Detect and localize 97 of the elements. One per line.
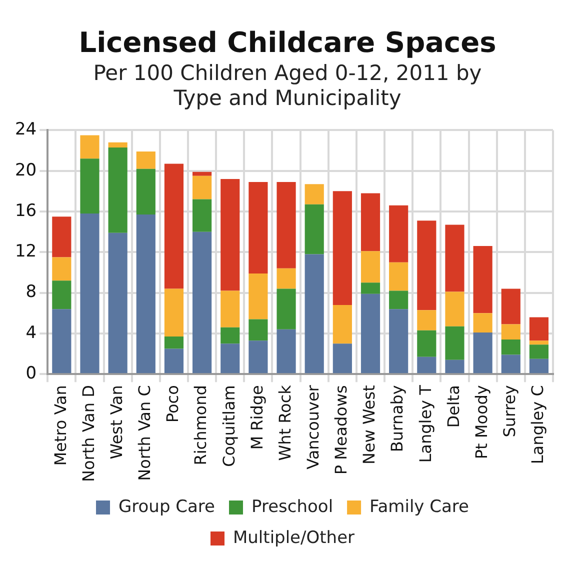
bar bbox=[108, 148, 128, 234]
bar bbox=[108, 233, 128, 374]
bar bbox=[276, 330, 296, 374]
bar bbox=[164, 164, 184, 290]
bar bbox=[501, 324, 520, 340]
bar bbox=[52, 280, 72, 310]
bar bbox=[192, 200, 212, 232]
bar bbox=[529, 340, 549, 346]
bar bbox=[52, 258, 72, 281]
bar bbox=[417, 310, 436, 331]
bar bbox=[332, 192, 352, 306]
bar bbox=[360, 294, 380, 374]
x-tick-label: North Van C bbox=[135, 385, 154, 482]
bar bbox=[529, 318, 549, 341]
x-tick-label: Wht Rock bbox=[275, 384, 294, 462]
bar bbox=[473, 246, 492, 314]
bar bbox=[501, 340, 520, 356]
y-tick-label: 24 bbox=[14, 120, 37, 140]
bar bbox=[52, 309, 72, 374]
bar bbox=[276, 182, 296, 269]
bar bbox=[108, 142, 128, 148]
bar bbox=[248, 320, 268, 341]
x-tick-label: West Van bbox=[106, 385, 126, 460]
bar bbox=[389, 206, 408, 263]
bar bbox=[220, 344, 240, 374]
bar bbox=[501, 355, 520, 374]
x-tick-label: Vancouver bbox=[304, 385, 323, 470]
bar bbox=[389, 309, 408, 374]
bar bbox=[389, 291, 408, 310]
bar bbox=[220, 291, 240, 328]
x-tick-label: Langley T bbox=[416, 385, 435, 464]
y-tick-label: 4 bbox=[26, 323, 37, 344]
x-tick-label: M Ridge bbox=[247, 385, 266, 450]
x-tick-label: Surrey bbox=[500, 385, 520, 438]
bar bbox=[389, 262, 408, 292]
bar bbox=[445, 326, 464, 360]
bar bbox=[80, 214, 100, 374]
x-tick-label: New West bbox=[360, 385, 379, 465]
legend-label: Family Care bbox=[370, 497, 470, 518]
bar bbox=[248, 274, 268, 320]
bar bbox=[80, 136, 100, 160]
legend-label: Preschool bbox=[252, 497, 334, 518]
bar bbox=[80, 159, 100, 214]
x-tick-label: Coquitlam bbox=[219, 385, 238, 468]
bar bbox=[136, 214, 156, 374]
y-tick-label: 12 bbox=[14, 242, 37, 262]
bar bbox=[417, 330, 436, 358]
y-tick-label: 16 bbox=[14, 201, 37, 222]
x-tick-label: P Meadows bbox=[332, 385, 351, 476]
bar bbox=[332, 344, 352, 374]
bar bbox=[248, 340, 268, 374]
bar bbox=[164, 289, 184, 337]
bar bbox=[473, 314, 492, 333]
chart-subtitle: Per 100 Children Aged 0-12, 2011 by Type and Municipality bbox=[92, 61, 483, 112]
bar bbox=[192, 232, 212, 374]
x-tick-label: Pt Moody bbox=[472, 385, 491, 460]
x-tick-label: Poco bbox=[163, 385, 182, 423]
bar bbox=[529, 345, 549, 360]
bar bbox=[304, 254, 324, 374]
bar bbox=[445, 292, 464, 327]
x-tick-label: Metro Van bbox=[50, 385, 70, 466]
legend-label: Group Care bbox=[118, 497, 216, 518]
bar bbox=[360, 252, 380, 284]
bar bbox=[248, 182, 268, 274]
bar bbox=[417, 221, 436, 310]
bar bbox=[501, 289, 520, 325]
bar bbox=[192, 176, 212, 200]
bar bbox=[304, 184, 324, 205]
x-tick-label: Richmond bbox=[191, 385, 210, 466]
bar bbox=[164, 349, 184, 374]
bar bbox=[304, 204, 324, 255]
bar bbox=[136, 152, 156, 170]
bar bbox=[220, 179, 240, 292]
bar bbox=[473, 332, 492, 374]
bar bbox=[220, 328, 240, 344]
bar bbox=[164, 336, 184, 350]
y-tick-label: 8 bbox=[26, 282, 37, 303]
x-tick-label: Langley C bbox=[528, 385, 548, 465]
x-tick-label: Delta bbox=[444, 385, 463, 428]
bar bbox=[276, 289, 296, 330]
y-tick-label: 0 bbox=[26, 364, 37, 384]
bar bbox=[360, 194, 380, 252]
bar bbox=[136, 169, 156, 215]
y-tick-label: 20 bbox=[14, 160, 37, 181]
bar bbox=[417, 357, 436, 374]
bar bbox=[52, 216, 72, 258]
bar bbox=[529, 359, 549, 374]
bar bbox=[360, 283, 380, 294]
chart-title: Licensed Childcare Spaces bbox=[78, 26, 498, 59]
x-tick-label: North Van D bbox=[78, 385, 98, 482]
x-tick-label: Burnaby bbox=[388, 385, 407, 452]
bar bbox=[445, 225, 464, 292]
bar bbox=[192, 172, 212, 176]
legend-label: Multiple/Other bbox=[232, 528, 355, 548]
bar bbox=[276, 268, 296, 290]
bar bbox=[445, 360, 464, 374]
bar bbox=[332, 305, 352, 344]
